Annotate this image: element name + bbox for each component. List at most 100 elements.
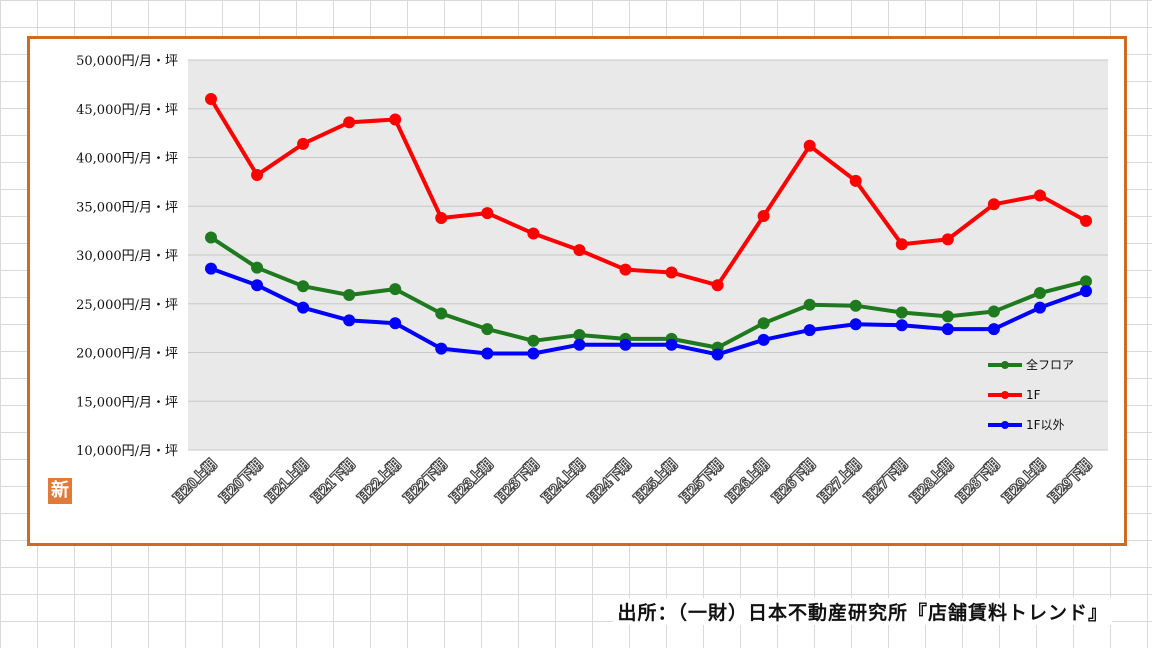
legend-label: 1F以外 [1026,418,1065,432]
data-point [389,283,402,296]
x-tick-label: H28下期 [954,457,1003,506]
series-layer [205,93,1092,361]
series-2 [205,262,1092,361]
data-point [619,263,632,276]
x-tick-label: H26下期 [770,457,819,506]
legend-label: 1F [1026,388,1041,402]
data-point [619,338,632,351]
chart-frame: 10,000円/月・坪 15,000円/月・坪 20,000円/月・坪 25,000円… [27,36,1127,546]
x-tick-label: H23下期 [493,457,542,506]
legend-swatch-marker [1001,421,1009,429]
legend-swatch-marker [1001,391,1009,399]
x-tick-label: H22下期 [401,457,450,506]
y-axis-ticks: 10,000円/月・坪 15,000円/月・坪 20,000円/月・坪 25,000円… [76,54,178,459]
data-point [573,244,586,257]
data-point [297,301,310,314]
source-note: 出所：（一財）日本不動産研究所『店舗賃料トレンド』 [613,598,1112,625]
data-point [1033,301,1046,314]
data-point [251,169,264,182]
data-point [849,174,862,187]
data-point [1080,285,1092,298]
x-tick-label: H21上期 [263,457,312,506]
legend-swatch-marker [1001,361,1009,369]
x-tick-label: H20上期 [171,457,220,506]
data-point [205,93,217,105]
data-point [481,347,494,360]
data-point [757,333,770,346]
x-tick-label: H26上期 [724,457,773,506]
data-point [941,323,954,336]
x-tick-label: H29下期 [1046,457,1095,506]
data-point [435,211,448,224]
data-point [757,317,770,330]
y-tick-label: 30,000円/月・坪 [76,249,178,264]
series-line [209,97,1087,288]
logo-badge: 新 [48,478,72,504]
y-tick-label: 40,000円/月・坪 [76,152,178,167]
data-point [481,207,494,220]
data-point [527,227,540,240]
data-point [205,231,217,244]
data-point [1033,189,1046,202]
data-point [941,233,954,246]
x-tick-label: H29上期 [1000,457,1049,506]
data-point [987,198,1000,211]
x-tick-label: H23上期 [447,457,496,506]
legend-label: 全フロア [1026,357,1074,372]
x-axis-ticks: H20上期H20下期H21上期H21下期H22上期H22下期H23上期H23下期… [170,456,1096,507]
data-point [711,279,724,292]
data-point [297,137,310,150]
data-point [757,210,770,222]
data-point [895,238,908,251]
x-tick-label: H25上期 [632,457,681,506]
y-tick-label: 15,000円/月・坪 [76,395,178,410]
y-tick-label: 25,000円/月・坪 [76,298,178,313]
x-tick-label: H27下期 [862,457,911,506]
data-point [435,342,448,355]
data-point [343,314,356,327]
data-point [987,323,1000,336]
data-point [803,324,816,337]
data-point [1080,275,1092,288]
data-point [803,298,816,311]
y-tick-label: 45,000円/月・坪 [76,103,178,118]
line-chart: 10,000円/月・坪 15,000円/月・坪 20,000円/月・坪 25,000円… [76,54,1108,507]
data-point [389,113,402,126]
data-point [849,299,862,312]
y-tick-label: 20,000円/月・坪 [76,347,178,362]
data-point [803,139,816,152]
series-0 [205,231,1092,354]
x-tick-label: H24下期 [586,457,635,506]
data-point [481,323,494,336]
data-point [527,347,540,360]
data-point [895,306,908,319]
data-point [665,338,678,351]
data-point [1080,214,1092,227]
data-point [665,266,678,279]
data-point [527,334,540,347]
series-line [210,266,1087,357]
x-tick-label: H21下期 [309,457,358,506]
x-tick-label: H27上期 [816,457,865,506]
data-point [711,348,724,361]
x-tick-label: H24上期 [540,457,589,506]
data-point [389,317,402,330]
x-tick-label: H22上期 [355,457,404,506]
data-point [251,261,264,274]
y-tick-label: 35,000円/月・坪 [76,200,178,215]
data-point [573,328,586,341]
data-point [1033,287,1046,300]
series-line [209,235,1087,350]
series-1 [205,93,1092,292]
x-tick-label: H25下期 [678,457,727,506]
data-point [205,262,217,275]
grid-lines [188,59,1108,451]
data-point [251,279,264,292]
x-tick-label: H28上期 [908,457,957,506]
data-point [343,288,356,301]
data-point [849,318,862,331]
data-point [343,116,356,129]
data-point [895,319,908,332]
y-tick-label: 50,000円/月・坪 [76,54,178,69]
x-tick-label: H20下期 [217,457,266,506]
